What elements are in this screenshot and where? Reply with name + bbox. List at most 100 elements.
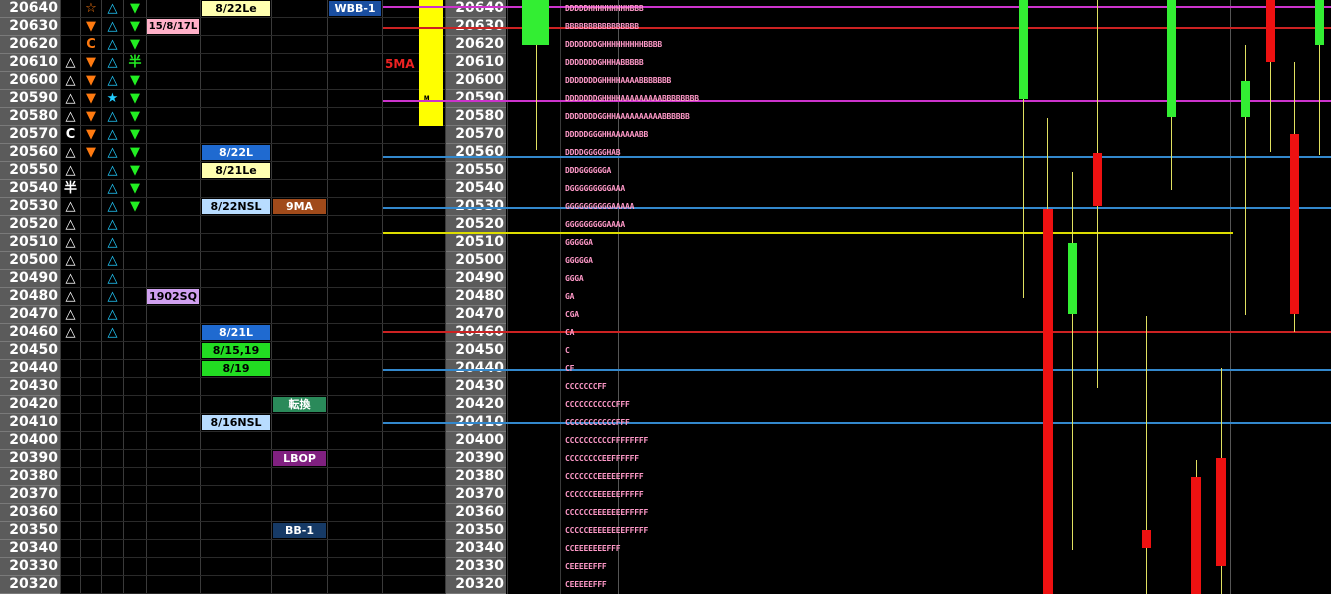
price-label-center[interactable]: 20430 [446,378,506,396]
signal-col-1-cell[interactable] [61,36,80,53]
signal-col-4-cell[interactable] [124,216,146,233]
signal-col-2-cell[interactable] [81,198,101,215]
price-label-center[interactable]: 20420 [446,396,506,414]
signal-col-1-cell[interactable] [61,558,80,575]
signal-col-2-cell[interactable]: ▼ [86,73,96,88]
price-label[interactable]: 20580 [0,108,60,126]
price-label-center[interactable]: 20460 [446,324,506,342]
price-label[interactable]: 20620 [0,36,60,54]
price-label-center[interactable]: 20490 [446,270,506,288]
price-label[interactable]: 20490 [0,270,60,288]
signal-col-3-cell[interactable]: △ [107,163,118,178]
signal-col-3-cell[interactable]: △ [107,55,118,70]
signal-col-3-cell[interactable] [102,486,123,503]
signal-col-3-cell[interactable]: △ [107,73,118,88]
price-label[interactable]: 20440 [0,360,60,378]
signal-col-4-cell[interactable] [124,414,146,431]
tag-8-15-19[interactable]: 8/15,19 [202,343,270,358]
signal-col-4-cell[interactable]: ▼ [130,127,140,142]
signal-col-2-cell[interactable] [81,558,101,575]
signal-col-1-cell[interactable]: △ [65,145,76,160]
signal-col-1-cell[interactable] [61,450,80,467]
price-label[interactable]: 20470 [0,306,60,324]
signal-col-1-cell[interactable]: 半 [63,181,77,196]
signal-col-4-cell[interactable] [124,342,146,359]
signal-col-4-cell[interactable] [124,360,146,377]
tag-lbop[interactable]: LBOP [273,451,326,466]
signal-col-3-cell[interactable]: △ [107,325,118,340]
signal-col-3-cell[interactable]: △ [107,181,118,196]
signal-col-4-cell[interactable] [124,522,146,539]
price-label[interactable]: 20630 [0,18,60,36]
signal-col-3-cell[interactable]: △ [107,289,118,304]
price-label[interactable]: 20640 [0,0,60,18]
signal-col-4-cell[interactable] [124,450,146,467]
price-label-center[interactable]: 20340 [446,540,506,558]
signal-col-2-cell[interactable]: ☆ [85,1,97,16]
price-label-center[interactable]: 20330 [446,558,506,576]
signal-col-4-cell[interactable]: ▼ [130,19,140,34]
signal-col-1-cell[interactable] [61,378,80,395]
signal-col-4-cell[interactable] [124,576,146,593]
signal-col-2-cell[interactable] [81,396,101,413]
signal-col-4-cell[interactable] [124,432,146,449]
signal-col-2-cell[interactable] [81,252,101,269]
price-label-center[interactable]: 20320 [446,576,506,594]
signal-col-1-cell[interactable] [61,540,80,557]
signal-col-1-cell[interactable]: △ [65,271,76,286]
signal-col-3-cell[interactable]: △ [107,145,118,160]
signal-col-1-cell[interactable]: △ [65,73,76,88]
price-label[interactable]: 20610 [0,54,60,72]
price-label-center[interactable]: 20580 [446,108,506,126]
price-label-center[interactable]: 20620 [446,36,506,54]
signal-col-4-cell[interactable] [124,270,146,287]
tag-8-21l[interactable]: 8/21L [202,325,270,340]
price-label-center[interactable]: 20350 [446,522,506,540]
price-label-center[interactable]: 20360 [446,504,506,522]
signal-col-4-cell[interactable] [124,486,146,503]
signal-col-2-cell[interactable] [81,378,101,395]
price-label[interactable]: 20500 [0,252,60,270]
price-label[interactable]: 20480 [0,288,60,306]
signal-col-2-cell[interactable] [81,288,101,305]
signal-col-3-cell[interactable] [102,360,123,377]
signal-col-4-cell[interactable] [124,540,146,557]
price-label[interactable]: 20420 [0,396,60,414]
signal-col-4-cell[interactable]: ▼ [130,163,140,178]
signal-col-1-cell[interactable] [61,468,80,485]
signal-col-3-cell[interactable] [102,342,123,359]
signal-col-3-cell[interactable] [102,450,123,467]
signal-col-4-cell[interactable] [124,468,146,485]
signal-col-2-cell[interactable] [81,432,101,449]
signal-col-2-cell[interactable]: ▼ [86,127,96,142]
tag-bb-1[interactable]: BB-1 [273,523,326,538]
tag-8-22nsl[interactable]: 8/22NSL [202,199,270,214]
signal-col-2-cell[interactable]: ▼ [86,19,96,34]
price-label[interactable]: 20590 [0,90,60,108]
signal-col-2-cell[interactable] [81,234,101,251]
signal-col-1-cell[interactable] [61,0,80,17]
price-label-center[interactable]: 20400 [446,432,506,450]
signal-col-2-cell[interactable] [81,342,101,359]
tag-8-22le[interactable]: 8/22Le [202,1,270,16]
signal-col-2-cell[interactable] [81,450,101,467]
price-label[interactable]: 20560 [0,144,60,162]
signal-col-2-cell[interactable] [81,576,101,593]
price-label-center[interactable]: 20450 [446,342,506,360]
signal-col-1-cell[interactable] [61,522,80,539]
signal-col-1-cell[interactable]: △ [65,91,76,106]
signal-col-3-cell[interactable]: △ [107,127,118,142]
signal-col-1-cell[interactable] [61,342,80,359]
signal-col-2-cell[interactable] [81,468,101,485]
signal-col-3-cell[interactable] [102,522,123,539]
signal-col-1-cell[interactable] [61,396,80,413]
signal-col-1-cell[interactable] [61,576,80,593]
signal-col-4-cell[interactable] [124,378,146,395]
signal-col-4-cell[interactable] [124,396,146,413]
signal-col-2-cell[interactable] [81,414,101,431]
signal-col-4-cell[interactable]: ▼ [130,145,140,160]
price-label[interactable]: 20350 [0,522,60,540]
signal-col-4-cell[interactable] [124,288,146,305]
price-label[interactable]: 20360 [0,504,60,522]
signal-col-4-cell[interactable] [124,306,146,323]
